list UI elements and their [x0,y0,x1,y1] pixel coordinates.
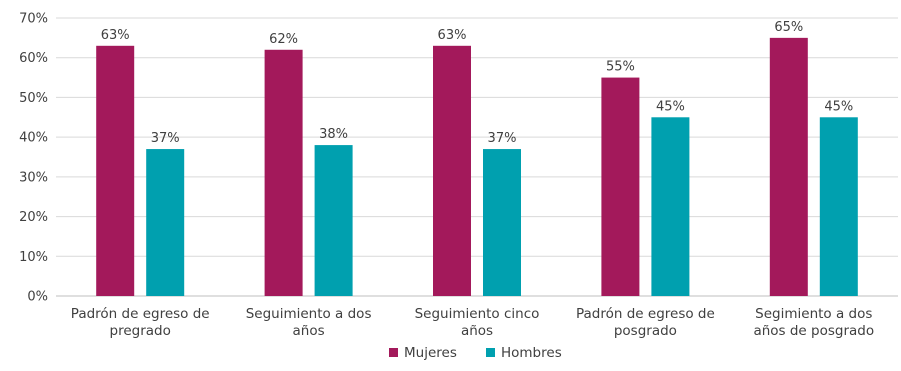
y-tick-label: 50% [19,91,48,106]
y-tick-label: 60% [19,51,48,66]
data-label: 62% [269,32,298,47]
data-label: 65% [774,20,803,35]
data-label: 63% [438,28,467,43]
bar-mujeres [96,45,135,296]
data-label: 37% [151,131,180,146]
x-tick-label: años [293,323,325,339]
legend-swatch-mujeres [389,348,398,357]
bar-hombres [314,145,353,296]
gridlines [56,17,898,297]
data-label: 37% [488,131,517,146]
y-tick-label: 10% [19,250,48,265]
x-tick-label: Seguimiento a dos [246,306,372,322]
x-tick-label: Segimiento a dos [755,306,872,322]
x-tick-label: pregrado [110,323,171,339]
y-tick-label: 40% [19,131,48,146]
x-tick-label: años [461,323,493,339]
x-tick-label: Padrón de egreso de [71,306,210,322]
y-tick-label: 20% [19,210,48,225]
x-tick-label: posgrado [614,323,677,339]
data-label: 38% [319,127,348,142]
x-tick-label: Seguimiento cinco [415,306,540,322]
legend-label-mujeres: Mujeres [404,345,457,361]
legend: Mujeres Hombres [389,345,562,361]
bar-mujeres [769,37,808,296]
legend-swatch-hombres [486,348,495,357]
bars: 63% 37% 62% 38% 63% 37% 55% 45% 65% 45% [96,20,858,297]
bar-mujeres [601,77,640,296]
y-axis: 0% 10% 20% 30% 40% 50% 60% 70% [19,12,48,305]
data-label: 45% [824,99,853,114]
bar-hombres [146,149,185,296]
data-label: 55% [606,60,635,75]
x-tick-label: años de posgrado [753,323,874,339]
data-label: 63% [101,28,130,43]
x-tick-label: Padrón de egreso de [576,306,715,322]
data-label: 45% [656,99,685,114]
y-tick-label: 70% [19,12,48,27]
legend-label-hombres: Hombres [501,345,562,361]
bar-hombres [651,117,690,297]
bar-mujeres [433,45,471,296]
bar-hombres [483,149,521,296]
y-tick-label: 30% [19,170,48,185]
bar-mujeres [264,49,303,297]
y-tick-label: 0% [27,290,48,305]
bar-hombres [819,117,858,297]
